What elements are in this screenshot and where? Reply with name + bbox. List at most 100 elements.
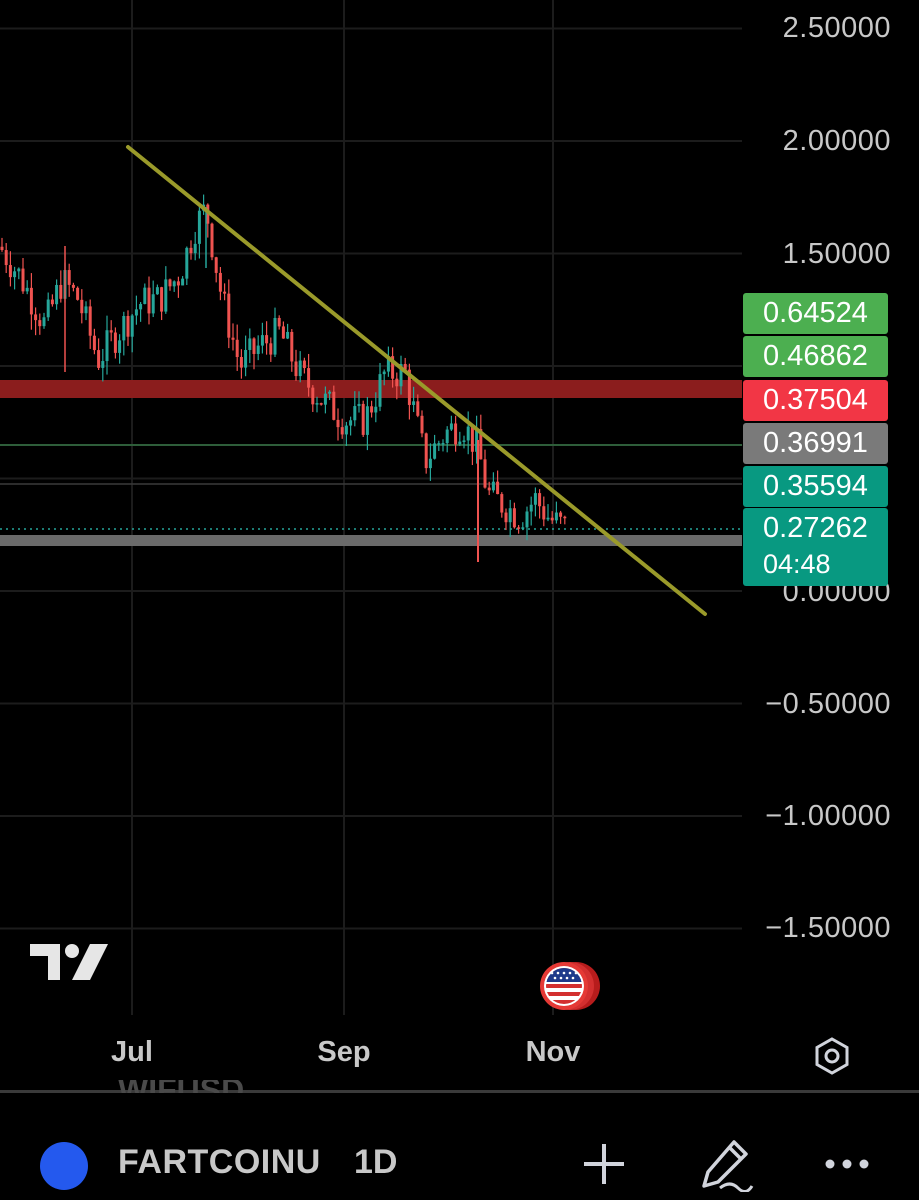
time-axis-label: Jul bbox=[111, 1036, 153, 1068]
candle-body bbox=[59, 284, 63, 299]
candle-body bbox=[344, 425, 348, 435]
trendline[interactable] bbox=[126, 145, 707, 616]
price-axis-label: −1.00000 bbox=[765, 800, 891, 832]
candlestick-series bbox=[0, 194, 567, 562]
candle-body bbox=[521, 527, 525, 529]
candle-body bbox=[0, 246, 4, 251]
plus-icon[interactable] bbox=[576, 1136, 632, 1192]
bar-countdown: 04:48 bbox=[763, 549, 831, 579]
candle-body bbox=[399, 363, 403, 387]
candle-body bbox=[483, 459, 487, 488]
candle-body bbox=[302, 360, 306, 369]
candle-body bbox=[109, 330, 113, 333]
candle-body bbox=[449, 423, 453, 430]
candle-body bbox=[378, 374, 382, 407]
candle-body bbox=[323, 393, 327, 405]
candle-body bbox=[273, 317, 277, 355]
candle-body bbox=[550, 517, 554, 521]
resistance-zone bbox=[0, 380, 742, 398]
candle-body bbox=[470, 426, 474, 452]
candle-body bbox=[113, 332, 117, 353]
candle-body bbox=[458, 441, 462, 445]
candle-body bbox=[281, 326, 285, 339]
price-tag-level[interactable]: 0.37504 bbox=[743, 380, 888, 421]
candle-body bbox=[55, 284, 59, 305]
tradingview-logo-icon[interactable] bbox=[28, 940, 110, 984]
price-axis-label: 2.50000 bbox=[782, 12, 891, 44]
candle-body bbox=[298, 360, 302, 377]
support-zone bbox=[0, 535, 742, 546]
candle-body bbox=[67, 270, 71, 285]
candle-body bbox=[365, 406, 369, 435]
candle-body bbox=[420, 415, 424, 434]
price-tag-level[interactable]: 0.36991 bbox=[743, 423, 888, 464]
candle-body bbox=[559, 512, 563, 517]
settings-icon[interactable] bbox=[812, 1036, 852, 1076]
candle-body bbox=[336, 419, 340, 428]
candle-body bbox=[391, 356, 395, 379]
candle-body bbox=[181, 278, 185, 286]
candle-body bbox=[13, 271, 17, 278]
candle-body bbox=[445, 429, 449, 444]
candle-body bbox=[239, 356, 243, 368]
interval-selector[interactable]: 1D bbox=[354, 1143, 398, 1181]
candle-body bbox=[462, 440, 466, 442]
candle-body bbox=[101, 361, 105, 368]
candle-body bbox=[407, 369, 411, 405]
candle-body bbox=[164, 279, 168, 312]
candle-body bbox=[487, 487, 491, 491]
bottom-toolbar bbox=[0, 1093, 919, 1200]
candle-body bbox=[370, 406, 374, 413]
candle-body bbox=[29, 287, 33, 315]
candle-body bbox=[46, 299, 50, 318]
price-axis-label: −1.50000 bbox=[765, 912, 891, 944]
candle-body bbox=[563, 516, 567, 519]
candle-body bbox=[139, 303, 143, 310]
candle-body bbox=[256, 345, 260, 354]
candle-body bbox=[328, 391, 332, 394]
candle-body bbox=[554, 512, 558, 521]
symbol-avatar[interactable] bbox=[40, 1142, 88, 1190]
price-tag-level[interactable]: 0.64524 bbox=[743, 293, 888, 334]
candle-body bbox=[538, 493, 542, 507]
candle-body bbox=[311, 387, 315, 405]
candle-body bbox=[244, 349, 248, 368]
price-chart[interactable] bbox=[0, 0, 919, 1090]
candle-body bbox=[80, 299, 84, 314]
price-tag-level[interactable]: 0.35594 bbox=[743, 466, 888, 507]
candle-body bbox=[193, 243, 197, 254]
candle-body bbox=[84, 306, 88, 314]
candle-body bbox=[290, 331, 294, 362]
candle-body bbox=[197, 210, 201, 244]
candle-body bbox=[496, 481, 500, 495]
us-flag-icon[interactable] bbox=[538, 960, 602, 1012]
price-axis-label: 2.00000 bbox=[782, 125, 891, 157]
symbol-name[interactable]: FARTCOINU bbox=[118, 1143, 321, 1181]
candle-body bbox=[504, 512, 508, 523]
candle-body bbox=[235, 339, 239, 357]
pencil-icon[interactable] bbox=[698, 1136, 754, 1192]
candle-body bbox=[34, 314, 38, 321]
candle-body bbox=[118, 340, 122, 353]
candle-body bbox=[147, 287, 151, 314]
candle-body bbox=[4, 250, 8, 266]
candle-body bbox=[38, 320, 42, 327]
price-tag-level[interactable]: 0.46862 bbox=[743, 336, 888, 377]
current-price-tag[interactable]: 0.27262 04:48 bbox=[743, 508, 888, 586]
candle-body bbox=[134, 309, 138, 316]
candle-body bbox=[76, 287, 80, 300]
chart-area[interactable]: 2.50000 2.00000 1.50000 0.00000 −0.50000… bbox=[0, 0, 919, 1090]
candle-body bbox=[172, 281, 176, 287]
candle-body bbox=[353, 406, 357, 421]
candle-body bbox=[223, 291, 227, 294]
candle-body bbox=[412, 401, 416, 405]
candle-body bbox=[416, 401, 420, 416]
candle-body bbox=[517, 527, 521, 529]
candle-body bbox=[231, 337, 235, 340]
candle-body bbox=[349, 420, 353, 426]
price-axis-label: −0.50000 bbox=[765, 688, 891, 720]
candle-body bbox=[529, 504, 533, 512]
candle-body bbox=[525, 511, 529, 528]
more-icon[interactable] bbox=[820, 1136, 876, 1192]
candle-body bbox=[218, 272, 222, 292]
